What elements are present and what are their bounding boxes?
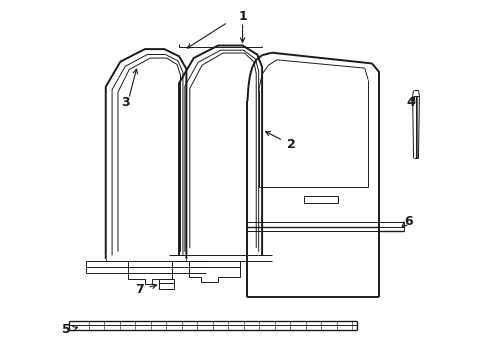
Text: 7: 7 <box>136 283 145 296</box>
Text: 2: 2 <box>287 138 296 150</box>
Text: 3: 3 <box>121 96 129 109</box>
Text: 1: 1 <box>238 10 247 23</box>
Text: 5: 5 <box>62 323 71 336</box>
Text: 6: 6 <box>404 215 413 228</box>
Text: 4: 4 <box>407 96 416 109</box>
